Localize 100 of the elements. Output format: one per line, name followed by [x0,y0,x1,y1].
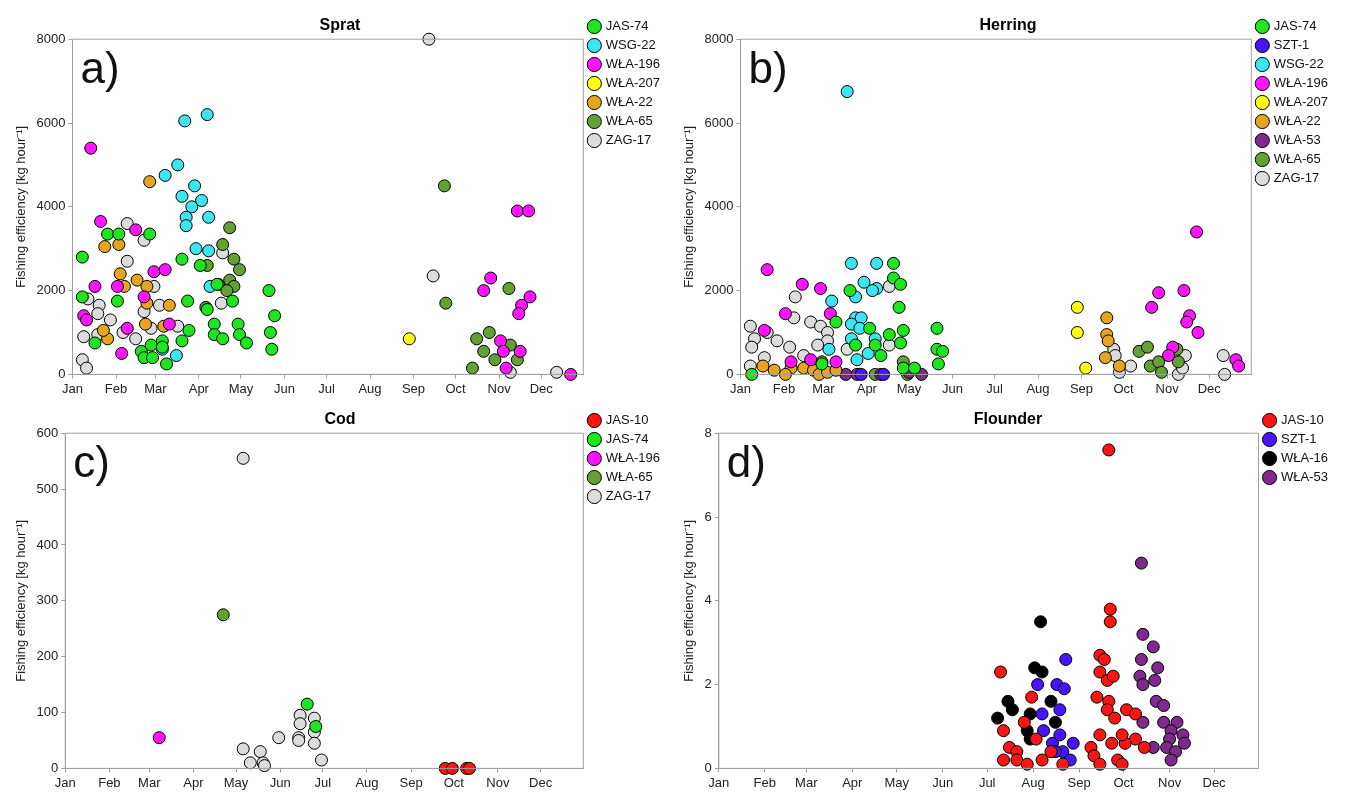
legend-label: SZT-1 [1281,431,1317,447]
annotation: d) [726,437,766,487]
x-tick-label: May [884,774,910,790]
x-tick-label: Dec [1197,380,1222,396]
annotation: a) [80,43,120,93]
y-tick-label: 0 [704,759,712,775]
legend-label: WŁA-16 [1281,450,1329,466]
legend-label: JAS-10 [605,412,649,428]
legend-label: WŁA-22 [1273,113,1321,129]
x-tick-label: May [896,380,922,396]
x-tick-label: Jan [708,774,730,790]
x-tick-label: Nov [1158,774,1182,790]
x-tick-label: Jul [318,380,335,396]
y-tick-label: 8 [704,424,712,440]
annotation: c) [73,437,110,487]
y-tick-label: 6000 [704,114,734,130]
x-tick-label: Jun [273,380,295,396]
x-tick-label: Apr [856,380,878,396]
chart-title: Cod [324,410,356,428]
x-tick-label: Dec [1202,774,1227,790]
y-axis-title: Fishing efficiency [kg hour⁻¹] [681,519,697,682]
legend-label: JAS-74 [1273,18,1317,34]
x-tick-label: Jan [54,774,76,790]
y-tick-label: 100 [36,704,59,720]
x-tick-label: Mar [144,380,168,396]
x-tick-label: Dec [529,774,553,790]
x-tick-label: Apr [188,380,210,396]
legend-label: ZAG-17 [605,132,652,148]
y-tick-label: 2 [704,676,712,692]
legend-label: JAS-74 [605,18,649,34]
legend-label: ZAG-17 [1273,170,1320,186]
chart-title: Sprat [319,16,362,34]
y-tick-label: 600 [36,424,59,440]
x-tick-label: Dec [529,380,554,396]
legend-label: ZAG-17 [605,488,652,504]
x-tick-label: Sep [1067,774,1091,790]
y-tick-label: 2000 [36,282,66,298]
x-tick-label: Feb [753,774,776,790]
legend-label: WŁA-22 [605,94,653,110]
x-tick-label: Oct [1113,774,1135,790]
legend-label: WŁA-196 [605,56,661,72]
legend-label: WŁA-207 [1273,94,1329,110]
x-tick-label: Aug [355,774,379,790]
x-tick-label: Jul [978,774,996,790]
x-tick-label: Mar [812,380,836,396]
legend-label: WŁA-196 [605,450,661,466]
x-tick-label: May [228,380,254,396]
x-tick-label: Oct [443,774,465,790]
x-tick-label: Jun [932,774,954,790]
y-axis-title: Fishing efficiency [kg hour⁻¹] [13,519,29,682]
y-tick-label: 500 [36,480,59,496]
legend-label: WSG-22 [605,37,656,53]
x-tick-label: Jun [941,380,963,396]
y-tick-label: 6 [704,508,712,524]
legend-label: WŁA-53 [1273,132,1321,148]
legend-label: WSG-22 [1273,56,1324,72]
x-tick-label: Aug [1021,774,1045,790]
x-tick-label: May [223,774,249,790]
legend-label: JAS-74 [605,431,649,447]
y-axis-title: Fishing efficiency [kg hour⁻¹] [13,125,29,288]
y-tick-label: 8000 [36,30,66,46]
legend-label: WŁA-53 [1281,469,1329,485]
y-tick-label: 300 [36,592,59,608]
legend-label: WŁA-65 [605,113,653,129]
y-tick-label: 400 [36,536,59,552]
y-tick-label: 4 [704,592,712,608]
y-tick-label: 0 [58,365,66,381]
annotation: b) [748,43,788,93]
y-tick-label: 0 [51,759,59,775]
x-tick-label: Feb [98,774,121,790]
y-axis-title: Fishing efficiency [kg hour⁻¹] [681,125,697,288]
legend-label: WŁA-65 [1273,151,1321,167]
legend-label: WŁA-196 [1273,75,1329,91]
y-tick-label: 200 [36,648,59,664]
y-tick-label: 4000 [36,198,66,214]
x-tick-label: Aug [358,380,382,396]
legend-label: JAS-10 [1281,412,1324,428]
x-tick-label: Oct [1113,380,1135,396]
y-tick-label: 8000 [704,30,734,46]
x-tick-label: Sep [401,380,426,396]
x-tick-label: Nov [1155,380,1180,396]
x-tick-label: Apr [842,774,864,790]
x-tick-label: Sep [1069,380,1094,396]
x-tick-label: Sep [399,774,423,790]
x-tick-label: Mar [795,774,819,790]
x-tick-label: Jun [269,774,291,790]
x-tick-label: Jul [986,380,1003,396]
x-tick-label: Jan [730,380,751,396]
legend-label: WŁA-207 [605,75,661,91]
legend-label: SZT-1 [1273,37,1310,53]
x-tick-label: Oct [445,380,467,396]
x-tick-label: Mar [138,774,162,790]
y-tick-label: 2000 [704,282,734,298]
chart-title: Flounder [973,410,1043,428]
x-tick-label: Nov [486,774,510,790]
chart-title: Herring [979,16,1037,34]
y-tick-label: 4000 [704,198,734,214]
x-tick-label: Jan [62,380,83,396]
x-tick-label: Nov [487,380,512,396]
x-tick-label: Feb [772,380,796,396]
